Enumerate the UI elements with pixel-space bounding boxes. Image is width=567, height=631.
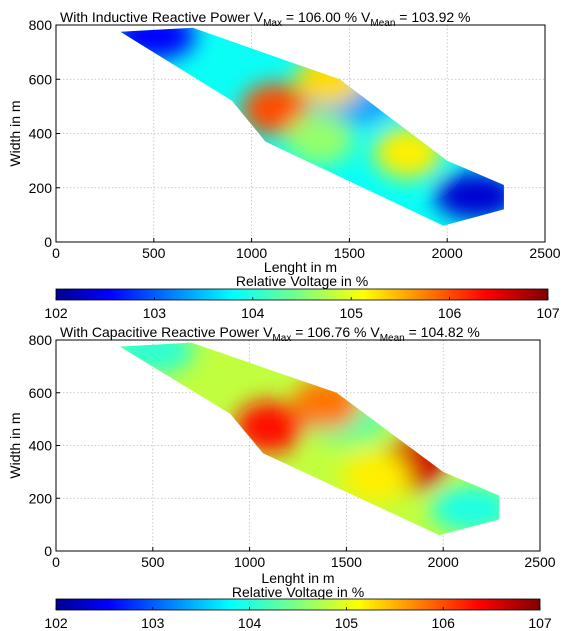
- x-tick-label: 0: [52, 245, 60, 261]
- vmax-subscript: Max: [272, 333, 291, 344]
- colorbar-tick-label: 107: [528, 615, 552, 631]
- x-tick-label: 2500: [529, 245, 560, 261]
- colorbar: [55, 288, 549, 301]
- vmean-subscript: Mean: [380, 333, 405, 344]
- vmax-subscript: Max: [263, 18, 282, 29]
- y-tick-label: 800: [29, 332, 53, 348]
- y-tick-label: 200: [29, 180, 53, 196]
- x-tick-label: 2500: [524, 554, 555, 570]
- low-voltage-spot: [430, 484, 500, 533]
- vmean-symbol: V: [361, 9, 371, 25]
- colorbar-tick-label: 103: [141, 615, 165, 631]
- colorbar-tick-label: 106: [438, 305, 462, 321]
- colorbar-tick-label: 102: [44, 615, 68, 631]
- y-tick-label: 800: [29, 17, 53, 33]
- title-prefix: With Capacitive Reactive Power: [60, 324, 263, 340]
- colorbar-tick-label: 105: [335, 615, 359, 631]
- vmax-value: = 106.76 %: [291, 324, 370, 340]
- high-voltage-spot: [286, 112, 355, 165]
- vmax-symbol: V: [254, 9, 264, 25]
- x-tick-label: 1500: [334, 245, 365, 261]
- x-tick-label: 2000: [432, 245, 463, 261]
- vmax-value: = 106.00 %: [282, 9, 361, 25]
- plot-title: With Inductive Reactive Power VMax = 106…: [60, 9, 471, 29]
- y-tick-label: 400: [29, 126, 53, 142]
- colorbar-tick-label: 104: [238, 615, 262, 631]
- vmean-subscript: Mean: [370, 18, 395, 29]
- x-tick-label: 1500: [331, 554, 362, 570]
- colorbar-tick-label: 107: [536, 305, 560, 321]
- colorbar-label: Relative Voltage in %: [232, 584, 364, 600]
- y-tick-label: 600: [29, 385, 53, 401]
- x-axis-label: Lenght in m: [264, 259, 337, 275]
- y-tick-label: 0: [44, 234, 52, 250]
- y-tick-label: 0: [44, 543, 52, 559]
- vmean-value: = 103.92 %: [395, 9, 470, 25]
- colorbar-tick-label: 103: [143, 305, 167, 321]
- x-tick-label: 0: [52, 554, 60, 570]
- high-voltage-spot: [241, 83, 310, 136]
- x-tick-label: 1000: [236, 245, 267, 261]
- top-contour-plot: 0 500 1000 1500 2000 2500 0 200 400 600 800 Lenght …: [7, 9, 561, 321]
- x-tick-label: 1000: [234, 554, 265, 570]
- x-tick-label: 500: [142, 245, 166, 261]
- y-axis-label: Width in m: [7, 412, 23, 478]
- voltage-contour-fill: [120, 27, 504, 226]
- high-voltage-spot: [341, 451, 410, 504]
- plot-title: With Capacitive Reactive Power VMax = 10…: [60, 324, 480, 344]
- colorbar-label: Relative Voltage in %: [236, 273, 368, 289]
- title-prefix: With Inductive Reactive Power: [60, 9, 254, 25]
- y-tick-label: 400: [29, 438, 53, 454]
- vmax-symbol: V: [263, 324, 273, 340]
- x-axis-label: Lenght in m: [261, 570, 334, 586]
- x-tick-label: 2000: [428, 554, 459, 570]
- y-axis-label: Width in m: [7, 100, 23, 166]
- vmean-symbol: V: [370, 324, 380, 340]
- colorbar-tick-label: 104: [241, 305, 265, 321]
- y-tick-label: 200: [29, 490, 53, 506]
- colorbar-tick-label: 106: [432, 615, 456, 631]
- colorbar-tick-label: 105: [340, 305, 364, 321]
- low-voltage-spot: [434, 171, 504, 220]
- bottom-contour-plot: 0 500 1000 1500 2000 2500 0 200 400 600 800 Lenght …: [7, 324, 556, 631]
- colorbar: [55, 598, 541, 611]
- vmean-value: = 104.82 %: [405, 324, 480, 340]
- colorbar-tick-label: 102: [44, 305, 68, 321]
- y-tick-label: 600: [29, 71, 53, 87]
- x-tick-label: 500: [141, 554, 165, 570]
